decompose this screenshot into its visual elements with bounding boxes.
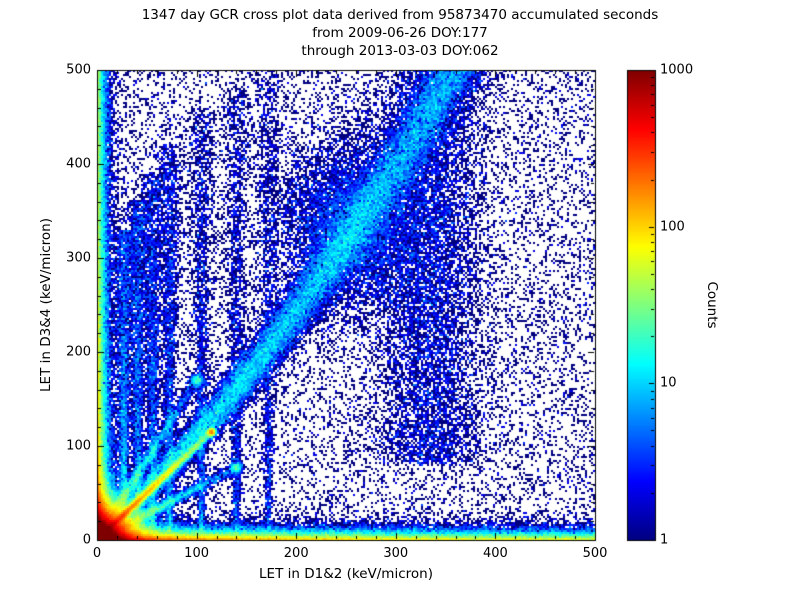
- figure: 1347 day GCR cross plot data derived fro…: [0, 0, 800, 600]
- cross-plot-canvas: [0, 0, 800, 600]
